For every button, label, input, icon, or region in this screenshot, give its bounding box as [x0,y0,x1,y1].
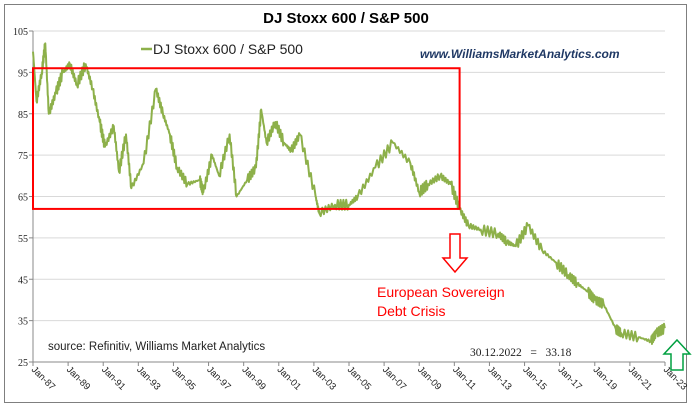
x-tick-label: Jan-15 [520,364,548,392]
x-axis-ticks: Jan-87 Jan-89 Jan-91 Jan-93 Jan-95 Jan-97 Jan-… [29,362,689,393]
x-tick-label: Jan-09 [415,364,443,392]
x-tick-label: Jan-91 [99,364,127,392]
x-tick-label: Jan-03 [310,364,338,392]
last-value-label: 30.12.2022 = 33.18 [470,347,572,359]
y-tick-label: 45 [18,275,28,286]
y-tick-label: 105 [13,27,28,38]
x-tick-label: Jan-97 [204,364,232,392]
y-tick-label: 55 [18,234,28,245]
crisis-label-line1: European Sovereign [377,284,505,300]
y-tick-label: 85 [18,110,28,121]
series-line [32,42,666,345]
chart-frame [4,4,687,403]
y-tick-label: 95 [18,68,28,79]
source-note: source: Refinitiv, Williams Market Analy… [48,341,265,353]
y-tick-label: 65 [18,193,28,204]
crisis-label-line2: Debt Crisis [377,303,445,319]
x-tick-label: Jan-01 [275,364,303,392]
legend-entry: DJ Stoxx 600 / S&P 500 [153,41,303,57]
y-tick-label: 35 [18,317,28,328]
x-tick-label: Jan-21 [626,364,654,392]
x-tick-label: Jan-93 [134,364,162,392]
x-tick-label: Jan-95 [169,364,197,392]
x-tick-label: Jan-05 [345,364,373,392]
down-arrow-icon [441,233,469,274]
y-axis-ticks: 25 35 45 55 65 75 85 95 105 [13,27,33,369]
y-tick-label: 75 [18,151,28,162]
range-box [32,67,461,210]
x-tick-label: Jan-13 [485,364,513,392]
x-tick-label: Jan-99 [240,364,268,392]
y-tick-label: 25 [18,358,28,369]
x-tick-label: Jan-19 [591,364,619,392]
chart-title: DJ Stoxx 600 / S&P 500 [263,10,429,27]
up-arrow-icon [662,338,692,371]
x-tick-label: Jan-11 [450,364,478,392]
website-url: www.WilliamsMarketAnalytics.com [420,47,620,61]
x-tick-label: Jan-17 [556,364,584,392]
gridlines [33,30,665,322]
x-tick-label: Jan-89 [64,364,92,392]
x-tick-label: Jan-87 [29,364,57,392]
x-tick-label: Jan-07 [380,364,408,392]
